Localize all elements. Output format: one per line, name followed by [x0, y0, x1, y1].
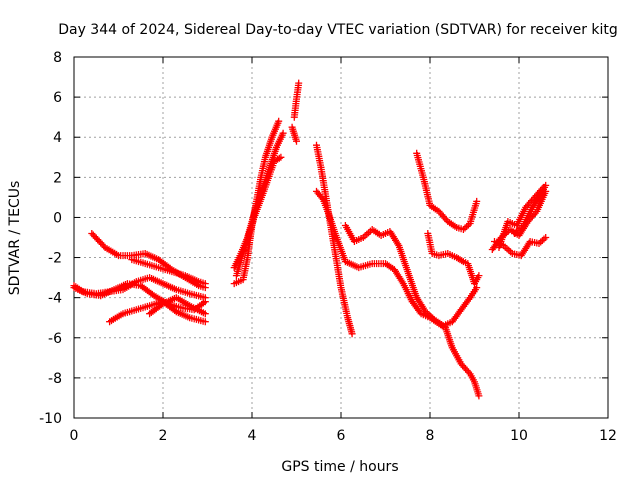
y-tick-label: 2: [53, 170, 62, 186]
series-track-d: [106, 298, 209, 326]
y-tick-label: -6: [48, 331, 62, 347]
y-tick-label: -4: [48, 291, 62, 307]
data-point-markers: [146, 294, 209, 318]
series-track-h: [230, 129, 287, 272]
series-track-s: [495, 183, 547, 251]
series-track-e: [128, 256, 209, 288]
series-track-f: [146, 294, 209, 318]
x-tick-label: 10: [510, 428, 528, 444]
data-point-markers: [290, 79, 303, 121]
x-axis-label: GPS time / hours: [281, 459, 398, 475]
data-point-markers: [70, 274, 209, 302]
y-tick-label: 8: [53, 50, 62, 66]
series-track-p: [424, 230, 483, 288]
series-track-o: [413, 149, 481, 233]
y-tick-label: 6: [53, 90, 62, 106]
data-point-markers: [232, 153, 285, 280]
data-point-markers: [511, 181, 550, 237]
chart-title: Day 344 of 2024, Sidereal Day-to-day VTE…: [58, 22, 618, 38]
data-point-markers: [341, 222, 481, 330]
data-point-markers: [495, 183, 547, 251]
data-point-markers: [128, 256, 209, 288]
series-track-c: [88, 230, 209, 292]
axis-ticks: 0 2 4 6 8 10 12 -10 -8 -6 -4 -2 0 2 4 6 8: [39, 50, 617, 444]
data-point-markers: [313, 187, 483, 400]
y-tick-label: -8: [48, 371, 62, 387]
series-track-t: [511, 181, 550, 237]
data-points: [70, 79, 550, 400]
x-tick-label: 8: [426, 428, 435, 444]
series-track-b: [70, 274, 209, 302]
x-tick-label: 12: [599, 428, 617, 444]
data-point-markers: [424, 230, 483, 288]
series-track-n: [341, 222, 481, 330]
data-point-markers: [288, 123, 300, 145]
series-track-j: [290, 79, 303, 121]
y-tick-label: 4: [53, 130, 62, 146]
series-track-k: [288, 123, 300, 145]
grid-lines: [74, 57, 608, 418]
data-point-markers: [413, 149, 481, 233]
series-track-i: [232, 153, 285, 280]
x-tick-label: 4: [248, 428, 257, 444]
data-point-markers: [88, 230, 209, 292]
y-axis-label: SDTVAR / TECUs: [7, 181, 23, 296]
y-tick-label: 0: [53, 210, 62, 226]
data-point-markers: [106, 298, 209, 326]
x-tick-label: 6: [337, 428, 346, 444]
series-track-m: [313, 187, 483, 400]
y-tick-label: -2: [48, 251, 62, 267]
y-tick-label: -10: [39, 411, 62, 427]
x-tick-label: 2: [159, 428, 168, 444]
x-tick-label: 0: [70, 428, 79, 444]
data-point-markers: [230, 129, 287, 272]
